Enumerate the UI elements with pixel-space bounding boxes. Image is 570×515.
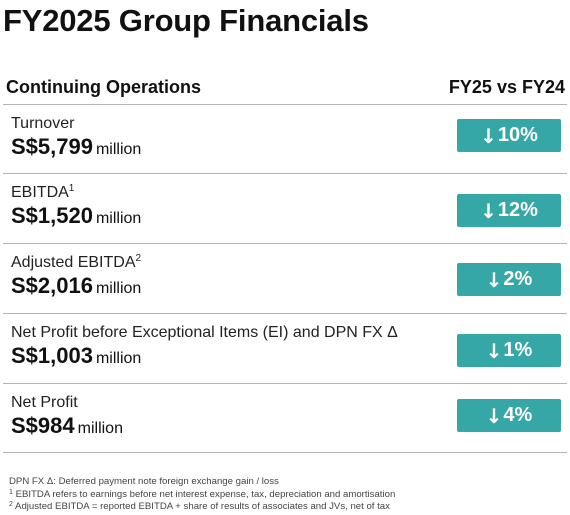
arrow-down-icon: ↓: [485, 267, 503, 292]
metric-row-turnover: Turnover S$5,799 million ↓ 10%: [0, 115, 570, 183]
metric-value: S$984 million: [11, 413, 123, 438]
page-title: FY2025 Group Financials: [3, 3, 369, 38]
arrow-down-icon: ↓: [485, 403, 503, 428]
metric-value: S$5,799 million: [11, 134, 142, 159]
change-badge: ↓ 4%: [457, 399, 561, 432]
change-badge: ↓ 12%: [457, 194, 561, 227]
divider: [3, 173, 567, 174]
metric-label: Net Profit before Exceptional Items (EI)…: [11, 324, 398, 341]
metric-label: EBITDA1: [11, 183, 75, 202]
divider: [3, 243, 567, 244]
arrow-down-icon: ↓: [480, 198, 497, 223]
metric-row-adjusted-ebitda: Adjusted EBITDA2 S$2,016 million ↓ 2%: [0, 254, 570, 322]
divider: [3, 452, 567, 453]
footnote-fx: DPN FX Δ: Deferred payment note foreign …: [9, 476, 279, 487]
metric-row-net-profit: Net Profit S$984 million ↓ 4%: [0, 394, 570, 462]
metric-row-net-profit-before-ei: Net Profit before Exceptional Items (EI)…: [0, 324, 570, 392]
divider: [3, 313, 567, 314]
change-badge: ↓ 1%: [457, 334, 561, 367]
metric-row-ebitda: EBITDA1 S$1,520 million ↓ 12%: [0, 184, 570, 252]
change-badge: ↓ 2%: [457, 263, 561, 296]
divider: [3, 104, 567, 105]
metric-label: Turnover: [11, 115, 75, 132]
change-badge: ↓ 10%: [457, 119, 561, 152]
metric-label: Adjusted EBITDA2: [11, 253, 142, 272]
comparison-header: FY25 vs FY24: [448, 77, 565, 97]
divider: [3, 383, 567, 384]
section-header: Continuing Operations: [6, 77, 201, 97]
metric-value: S$1,520 million: [11, 203, 142, 228]
footnote-1: 1 EBITDA refers to earnings before net i…: [9, 488, 396, 500]
metric-value: S$1,003 million: [11, 343, 142, 368]
arrow-down-icon: ↓: [480, 123, 497, 148]
arrow-down-icon: ↓: [485, 338, 503, 363]
metric-value: S$2,016 million: [11, 273, 142, 298]
footnote-2: 2 Adjusted EBITDA = reported EBITDA + sh…: [9, 501, 390, 512]
metric-label: Net Profit: [11, 394, 78, 411]
footnotes: DPN FX Δ: Deferred payment note foreign …: [9, 476, 395, 514]
